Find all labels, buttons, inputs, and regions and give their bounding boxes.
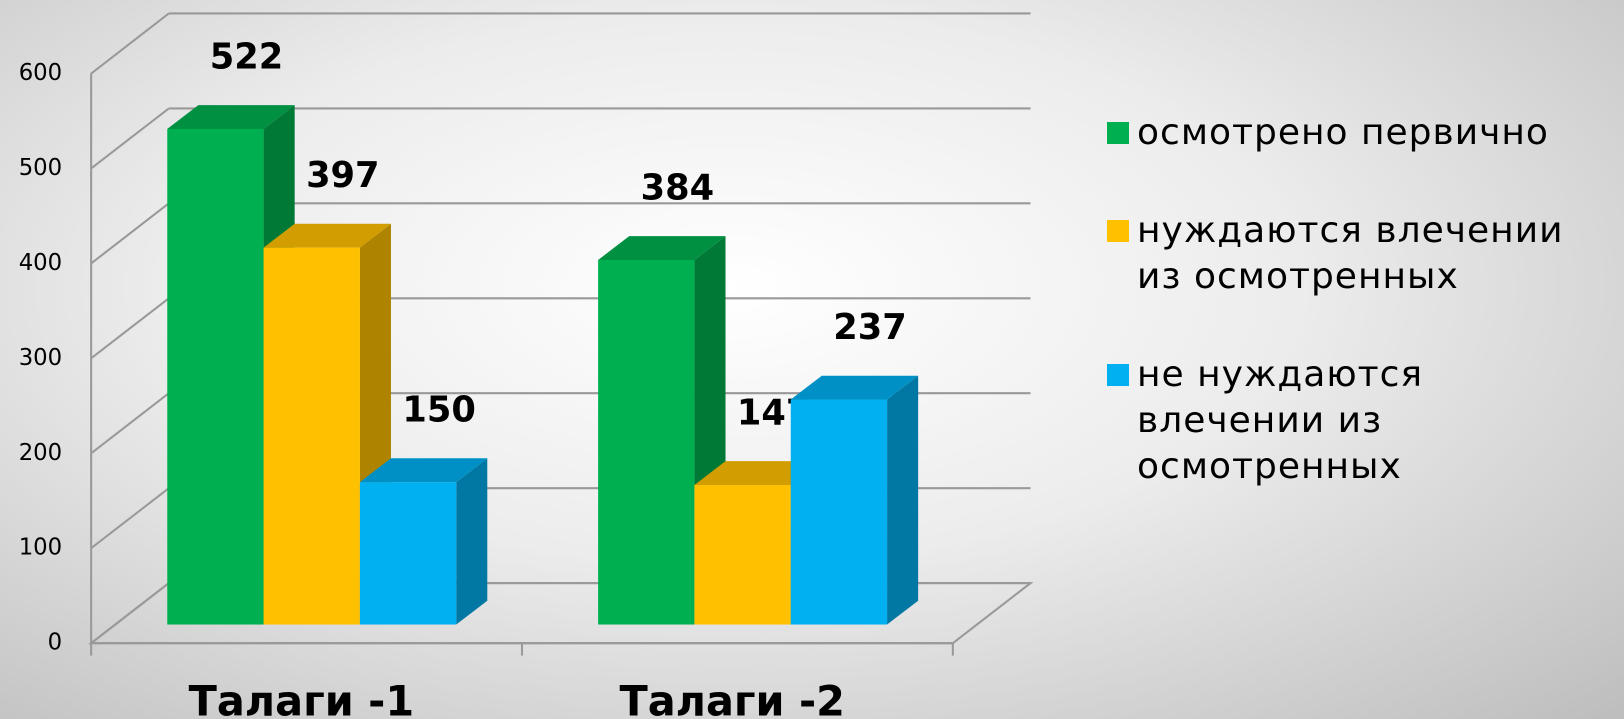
legend-swatch	[1107, 364, 1129, 386]
bar	[598, 259, 695, 625]
grid-line	[90, 202, 170, 265]
bar-top	[359, 458, 488, 483]
bar-top	[790, 375, 919, 400]
y-tick-label: 100	[19, 535, 62, 561]
data-label: 522	[210, 37, 283, 78]
y-tick-label: 200	[19, 440, 62, 466]
grid-line	[90, 297, 170, 360]
bar	[694, 484, 791, 625]
bar	[263, 247, 360, 625]
legend-item: не нуждаются влечении из осмотренных	[1107, 352, 1607, 490]
bar-top	[167, 105, 295, 129]
legend-label: не нуждаются влечении из осмотренных	[1137, 354, 1424, 487]
bar-top	[598, 236, 726, 260]
x-tick-label: Талаги -2	[619, 677, 845, 719]
y-tick-label: 600	[19, 60, 62, 86]
bar	[359, 482, 457, 625]
bar-top	[694, 461, 822, 485]
bar-side	[887, 375, 919, 625]
plot: 0 100 200 300 400 500 600 Талаги -1 522 397 150 Тал…	[19, 12, 1034, 719]
bar-top	[263, 223, 391, 248]
y-tick-label: 500	[19, 155, 62, 181]
grid-line	[90, 582, 170, 644]
y-tick-label: 0	[48, 630, 62, 656]
x-tick-label: Талаги -1	[189, 677, 415, 719]
grid-line	[90, 392, 170, 455]
grid-line	[90, 487, 170, 550]
legend-swatch	[1107, 220, 1129, 242]
y-tick-label: 400	[19, 250, 62, 276]
bar-side	[456, 458, 488, 625]
legend-swatch	[1107, 122, 1129, 144]
y-tick-label: 300	[19, 345, 62, 371]
grid-line	[90, 107, 170, 170]
data-label: 237	[833, 307, 906, 348]
legend-item: осмотрено первично	[1107, 110, 1607, 156]
legend-label: осмотрено первично	[1137, 112, 1549, 153]
data-label: 384	[641, 168, 714, 209]
legend: осмотрено первично нуждаются влечении из …	[1107, 110, 1607, 542]
data-label: 150	[402, 390, 475, 431]
legend-item: нуждаются влечении из осмотренных	[1107, 208, 1607, 300]
grid-line	[90, 12, 170, 75]
legend-label: нуждаются влечении из осмотренных	[1137, 210, 1564, 297]
bar	[167, 128, 264, 625]
bar	[790, 399, 888, 625]
data-label: 397	[306, 155, 379, 196]
